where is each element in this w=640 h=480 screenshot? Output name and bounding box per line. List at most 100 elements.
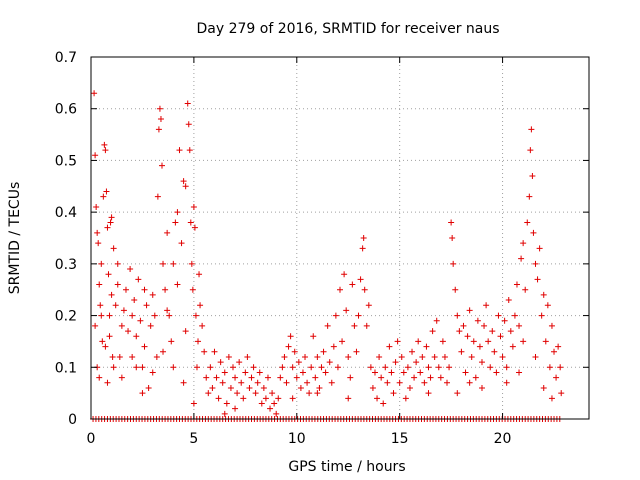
data-point bbox=[139, 390, 146, 397]
y-tick-label: 0.5 bbox=[55, 153, 77, 169]
data-point bbox=[433, 317, 440, 324]
data-point bbox=[190, 400, 197, 407]
data-point bbox=[287, 333, 294, 340]
data-point bbox=[254, 379, 261, 386]
data-point bbox=[98, 260, 105, 267]
data-point bbox=[376, 353, 383, 360]
data-point bbox=[192, 312, 199, 319]
data-point bbox=[143, 302, 150, 309]
data-point bbox=[232, 374, 239, 381]
data-point bbox=[291, 348, 298, 355]
data-point bbox=[470, 338, 477, 345]
data-point bbox=[351, 322, 358, 329]
data-point bbox=[160, 348, 167, 355]
data-point bbox=[187, 219, 194, 226]
data-point bbox=[341, 271, 348, 278]
x-axis-label: GPS time / hours bbox=[288, 459, 405, 475]
data-point bbox=[452, 286, 459, 293]
data-point bbox=[361, 286, 368, 293]
data-point bbox=[96, 281, 103, 288]
data-point bbox=[540, 384, 547, 391]
data-point bbox=[227, 384, 234, 391]
data-point bbox=[520, 338, 527, 345]
data-point bbox=[129, 312, 136, 319]
data-point bbox=[92, 152, 99, 159]
data-point bbox=[297, 384, 304, 391]
data-point bbox=[139, 364, 146, 371]
data-point bbox=[444, 379, 451, 386]
data-point bbox=[558, 390, 565, 397]
data-point bbox=[454, 390, 461, 397]
data-point bbox=[458, 348, 465, 355]
data-point bbox=[264, 374, 271, 381]
data-point bbox=[396, 379, 403, 386]
data-point bbox=[248, 374, 255, 381]
data-point bbox=[472, 374, 479, 381]
data-point bbox=[164, 307, 171, 314]
data-point bbox=[386, 343, 393, 350]
data-point bbox=[195, 338, 202, 345]
data-point bbox=[98, 312, 105, 319]
data-point bbox=[530, 229, 537, 236]
data-point bbox=[388, 369, 395, 376]
data-point bbox=[271, 400, 278, 407]
data-point bbox=[518, 255, 525, 262]
data-point bbox=[474, 317, 481, 324]
data-point bbox=[406, 384, 413, 391]
data-point bbox=[151, 312, 158, 319]
data-point bbox=[339, 338, 346, 345]
data-point bbox=[281, 353, 288, 360]
data-point bbox=[95, 240, 102, 247]
data-point bbox=[141, 286, 148, 293]
data-point bbox=[260, 384, 267, 391]
data-point bbox=[184, 100, 191, 107]
data-point bbox=[129, 353, 136, 360]
data-point bbox=[108, 291, 115, 298]
data-point bbox=[489, 328, 496, 335]
data-point bbox=[172, 219, 179, 226]
data-point bbox=[392, 359, 399, 366]
data-point bbox=[353, 348, 360, 355]
data-point bbox=[112, 302, 119, 309]
data-point bbox=[178, 240, 185, 247]
data-point bbox=[499, 353, 506, 360]
data-point bbox=[398, 353, 405, 360]
data-point bbox=[347, 374, 354, 381]
data-point bbox=[503, 379, 510, 386]
data-point bbox=[102, 147, 109, 154]
data-point bbox=[103, 188, 110, 195]
data-point bbox=[199, 322, 206, 329]
data-point bbox=[250, 364, 257, 371]
data-point bbox=[431, 353, 438, 360]
data-point bbox=[244, 353, 251, 360]
data-point bbox=[526, 193, 533, 200]
data-point bbox=[427, 374, 434, 381]
data-point bbox=[359, 245, 366, 252]
data-point bbox=[441, 353, 448, 360]
data-point bbox=[402, 395, 409, 402]
data-point bbox=[449, 235, 456, 241]
data-point bbox=[156, 105, 163, 112]
plot-frame bbox=[90, 56, 590, 420]
data-point bbox=[337, 286, 343, 293]
data-point bbox=[529, 172, 536, 179]
data-point bbox=[320, 348, 327, 355]
data-point bbox=[135, 276, 142, 283]
data-point bbox=[174, 209, 181, 216]
data-point bbox=[380, 400, 387, 407]
data-point bbox=[532, 353, 539, 360]
data-point bbox=[460, 322, 467, 329]
data-point bbox=[240, 395, 247, 402]
data-point bbox=[425, 364, 432, 371]
data-point bbox=[289, 395, 296, 402]
data-point bbox=[154, 193, 161, 200]
data-point bbox=[91, 90, 98, 97]
data-point bbox=[295, 359, 302, 366]
x-tick-label: 5 bbox=[189, 431, 198, 447]
y-axis-label: SRMTID / TECUs bbox=[7, 182, 23, 295]
data-point bbox=[158, 162, 165, 169]
data-point bbox=[485, 338, 492, 345]
data-point bbox=[279, 364, 286, 371]
data-point bbox=[540, 291, 547, 298]
data-point bbox=[122, 286, 129, 293]
